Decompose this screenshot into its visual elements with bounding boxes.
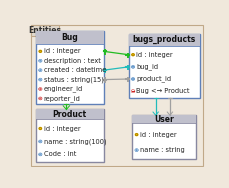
Circle shape <box>132 78 133 80</box>
Circle shape <box>131 90 133 92</box>
Circle shape <box>40 154 41 155</box>
Circle shape <box>131 66 134 68</box>
Text: Product: Product <box>52 110 86 119</box>
Text: description : text: description : text <box>44 58 100 64</box>
Circle shape <box>132 66 133 67</box>
Text: User: User <box>154 115 173 124</box>
Circle shape <box>39 60 41 61</box>
Circle shape <box>39 70 41 71</box>
Circle shape <box>39 60 41 62</box>
Circle shape <box>131 90 134 92</box>
Text: Bug: Bug <box>61 33 78 42</box>
Circle shape <box>39 153 41 155</box>
Circle shape <box>39 79 41 81</box>
FancyBboxPatch shape <box>36 109 103 119</box>
FancyBboxPatch shape <box>30 25 203 166</box>
Circle shape <box>131 54 134 56</box>
Circle shape <box>39 141 41 142</box>
Circle shape <box>39 79 41 80</box>
Circle shape <box>40 79 41 80</box>
Text: Code : int: Code : int <box>44 151 76 157</box>
Circle shape <box>40 141 41 142</box>
Circle shape <box>135 134 137 136</box>
Text: id : integer: id : integer <box>136 52 172 58</box>
FancyBboxPatch shape <box>36 31 103 44</box>
FancyBboxPatch shape <box>36 31 103 104</box>
Circle shape <box>39 127 41 130</box>
Circle shape <box>39 154 41 155</box>
FancyBboxPatch shape <box>36 109 103 161</box>
Text: status : string(15): status : string(15) <box>44 76 103 83</box>
Circle shape <box>135 149 137 151</box>
Text: created : datetime: created : datetime <box>44 67 106 73</box>
FancyBboxPatch shape <box>128 34 199 98</box>
Circle shape <box>40 98 41 99</box>
Text: product_id: product_id <box>136 76 171 82</box>
Circle shape <box>39 140 41 143</box>
Text: Bug <→ Product: Bug <→ Product <box>136 88 189 94</box>
FancyBboxPatch shape <box>131 115 195 123</box>
Circle shape <box>131 78 134 80</box>
Text: id : integer: id : integer <box>44 126 80 132</box>
FancyBboxPatch shape <box>30 25 59 36</box>
Text: bug_id: bug_id <box>136 64 158 70</box>
FancyBboxPatch shape <box>131 115 195 159</box>
Circle shape <box>39 69 41 71</box>
Text: reporter_id: reporter_id <box>44 95 80 102</box>
Circle shape <box>39 98 41 99</box>
Text: name : string(100): name : string(100) <box>44 138 106 145</box>
Circle shape <box>39 97 41 99</box>
Text: id : integer: id : integer <box>44 48 80 54</box>
Text: name : string: name : string <box>139 147 184 153</box>
FancyBboxPatch shape <box>128 34 199 46</box>
Text: id : integer: id : integer <box>139 132 176 138</box>
Text: bugs_products: bugs_products <box>132 35 195 44</box>
Circle shape <box>39 88 41 90</box>
Circle shape <box>39 50 41 52</box>
Text: Entities: Entities <box>28 26 61 35</box>
Circle shape <box>135 150 137 151</box>
Text: engineer_id: engineer_id <box>44 86 83 92</box>
